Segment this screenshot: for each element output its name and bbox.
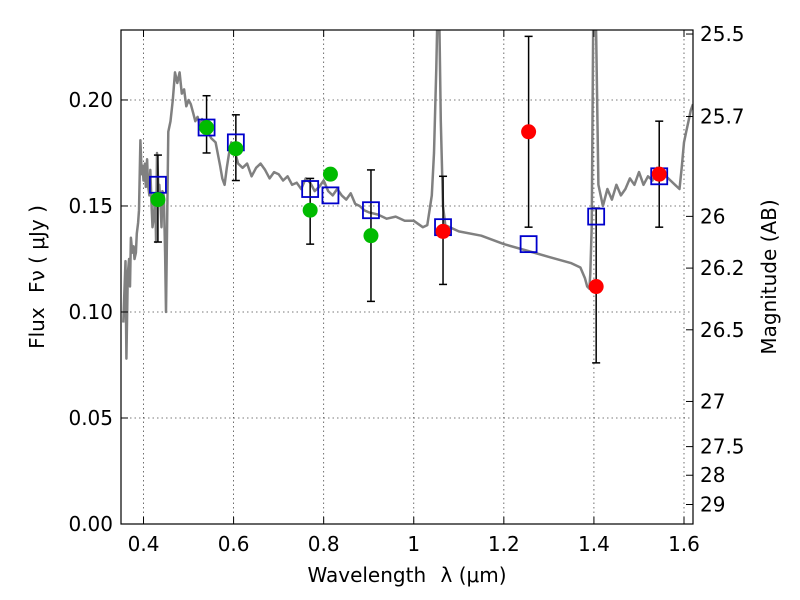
axis-tick-labels: 0.4 0.6 0.8 1 1.2 1.4 1.6 0.00 0.05 0.10 0.15 0.20 2… (68, 22, 744, 556)
axis-ticks (121, 30, 693, 525)
x-tick-label: 1.2 (488, 532, 520, 556)
x-axis-label: Wavelength λ (μm) (307, 563, 506, 587)
x-axis-label-symbol: λ (μm) (441, 563, 507, 587)
observed-nir-point (588, 279, 604, 295)
x-tick-label: 1.4 (578, 532, 610, 556)
observed-optical-point (322, 166, 338, 182)
y-axis-label-text: Flux (25, 307, 49, 349)
y2-tick-label: 25.5 (700, 22, 745, 46)
y2-tick-label: 27.5 (700, 435, 745, 459)
model-flux-square (519, 235, 538, 254)
observed-nir-point (435, 223, 451, 239)
y-tick-label: 0.20 (68, 88, 113, 112)
y2-axis-label: Magnitude (AB) (757, 199, 781, 354)
y-tick-label: 0.00 (68, 512, 113, 536)
model-flux-square (197, 118, 216, 137)
observed-nir-point (651, 166, 667, 182)
y2-tick-label: 26.5 (700, 318, 745, 342)
observed-optical-point (228, 141, 244, 157)
y-axis-label-symbol: Fν ( μJy ) (25, 205, 49, 293)
y2-tick-label: 25.7 (700, 105, 745, 129)
x-tick-label: 0.6 (218, 532, 250, 556)
y2-tick-label: 26.2 (700, 256, 745, 280)
x-axis-label-text: Wavelength (307, 563, 426, 587)
model-flux-square (362, 201, 380, 220)
plot-frame (120, 29, 694, 525)
x-tick-label: 1.6 (668, 532, 700, 556)
y-tick-label: 0.05 (68, 406, 113, 430)
data-points (149, 118, 669, 295)
x-tick-label: 0.8 (308, 532, 340, 556)
observed-optical-point (363, 228, 379, 244)
x-tick-label: 1 (407, 532, 420, 556)
y2-tick-label: 27 (700, 389, 725, 413)
y-tick-label: 0.15 (68, 194, 113, 218)
observed-optical-point (199, 120, 215, 136)
model-sed-line (122, 30, 693, 360)
model-flux-square (321, 186, 340, 205)
y2-tick-label: 26 (700, 204, 725, 228)
model-curve-layer (122, 30, 693, 360)
y2-tick-label: 29 (700, 492, 725, 516)
observed-optical-point (150, 192, 166, 208)
model-flux-square (587, 207, 606, 226)
model-flux-square (301, 180, 320, 198)
observed-nir-point (521, 124, 537, 140)
y2-tick-label: 28 (700, 463, 725, 487)
x-tick-label: 0.4 (128, 532, 160, 556)
y-tick-label: 0.10 (68, 300, 113, 324)
observed-optical-point (302, 202, 318, 218)
y-axis-label: Flux Fν ( μJy ) (25, 205, 49, 349)
